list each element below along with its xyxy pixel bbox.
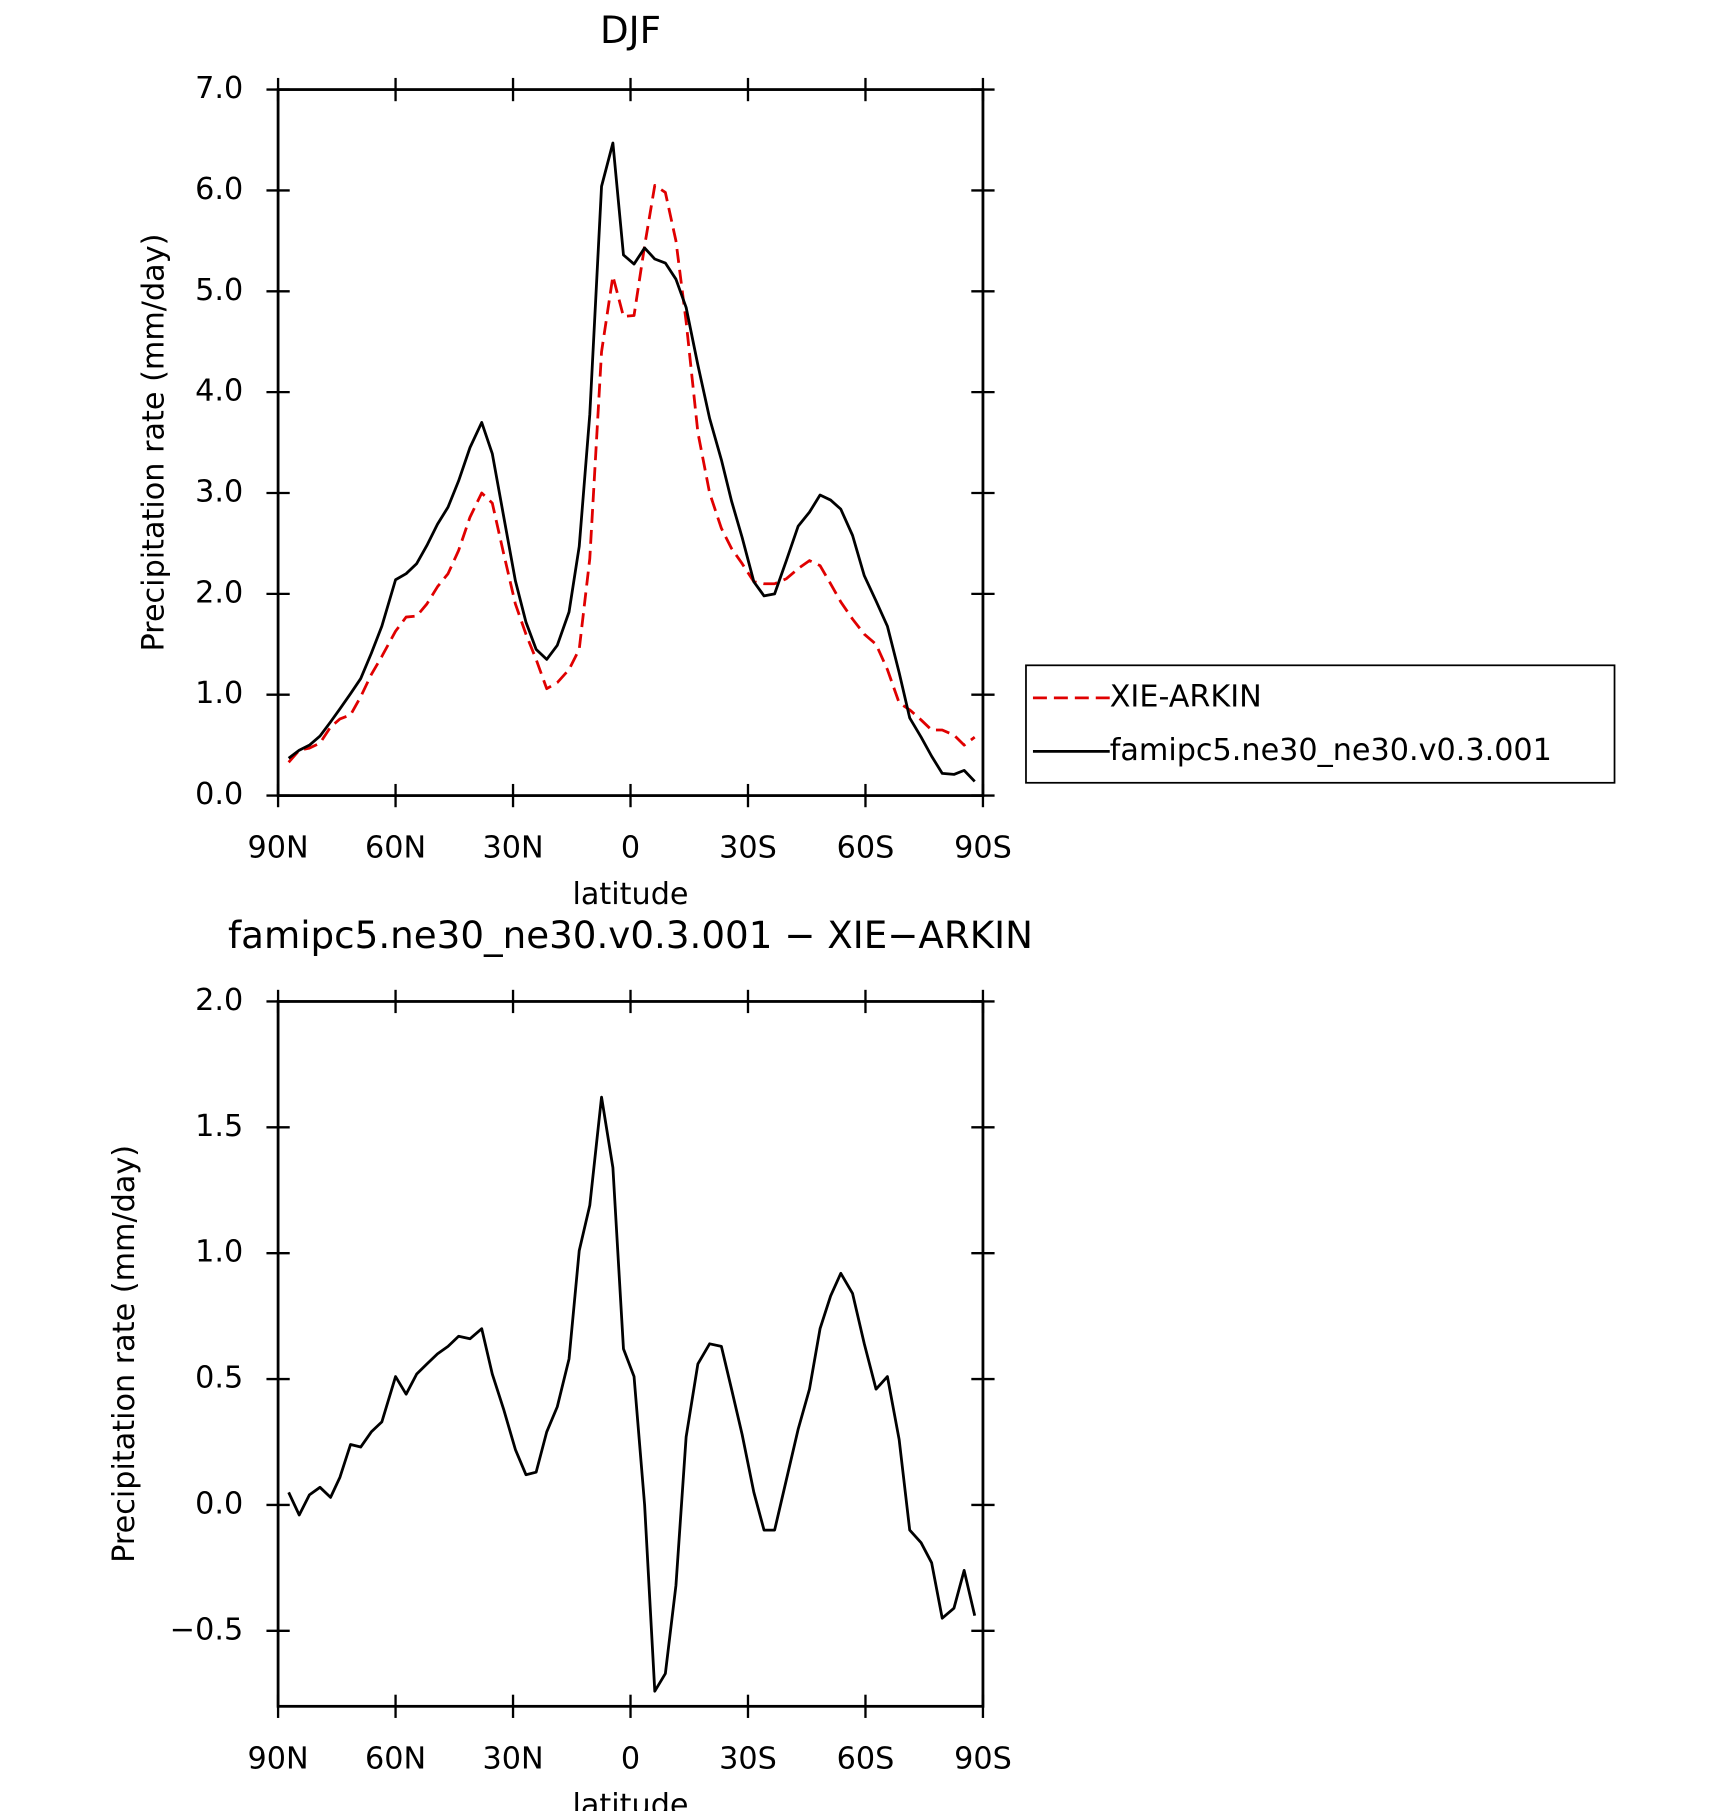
y-tick-label: −0.5	[170, 1612, 243, 1647]
y-tick-label: 5.0	[195, 273, 243, 308]
x-tick-label: 90N	[248, 831, 309, 866]
y-tick-label: 6.0	[195, 172, 243, 207]
x-tick-label: 90S	[954, 1741, 1012, 1776]
y-tick-label: 2.0	[195, 575, 243, 610]
data-line	[287, 141, 976, 783]
y-tick-label: 0.0	[195, 1486, 243, 1521]
x-tick-label: 0	[621, 1741, 640, 1776]
x-axis-label: latitude	[573, 877, 689, 912]
y-tick-label: 3.0	[195, 475, 243, 510]
y-tick-label: 2.0	[195, 983, 243, 1018]
data-line	[287, 1095, 977, 1693]
x-tick-label: 30S	[719, 1741, 777, 1776]
x-tick-label: 30S	[719, 831, 777, 866]
x-tick-label: 30N	[482, 1741, 543, 1776]
chart-title: famipc5.ne30_ne30.v0.3.001 − XIE−ARKIN	[228, 913, 1033, 957]
y-axis-label: Precipitation rate (mm/day)	[107, 1145, 142, 1563]
data-line	[287, 183, 976, 764]
chart-title: DJF	[600, 8, 661, 52]
plot-frame	[276, 88, 985, 797]
x-axis-label: latitude	[573, 1788, 689, 1811]
x-tick-label: 60S	[837, 1741, 895, 1776]
y-tick-label: 1.0	[195, 1235, 243, 1270]
plot-frame	[276, 1000, 985, 1708]
y-tick-label: 1.0	[195, 676, 243, 711]
x-tick-label: 90N	[248, 1741, 309, 1776]
x-tick-label: 30N	[482, 831, 543, 866]
y-tick-label: 0.5	[195, 1361, 243, 1396]
x-tick-label: 60S	[837, 831, 895, 866]
x-tick-label: 60N	[365, 831, 426, 866]
legend-label: famipc5.ne30_ne30.v0.3.001	[1110, 733, 1552, 768]
x-tick-label: 60N	[365, 1741, 426, 1776]
y-tick-label: 1.5	[195, 1109, 243, 1144]
y-axis-label: Precipitation rate (mm/day)	[136, 234, 171, 652]
legend-label: XIE-ARKIN	[1110, 679, 1262, 714]
y-tick-label: 0.0	[195, 777, 243, 812]
x-tick-label: 90S	[954, 831, 1012, 866]
legend-box	[1025, 664, 1616, 784]
y-tick-label: 7.0	[195, 71, 243, 106]
y-tick-label: 4.0	[195, 374, 243, 409]
x-tick-label: 0	[621, 831, 640, 866]
